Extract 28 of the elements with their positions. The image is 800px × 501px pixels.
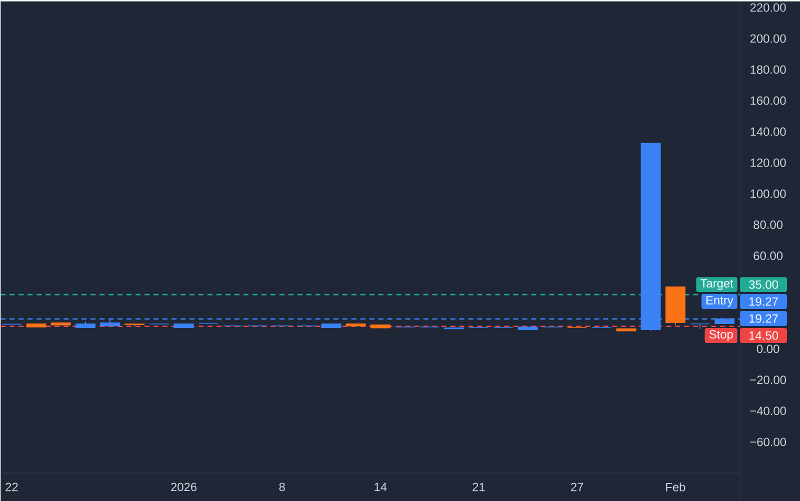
x-tick-label: Feb — [666, 482, 686, 492]
x-tick-label: 27 — [571, 482, 584, 491]
x-tick-label: 21 — [472, 482, 485, 491]
x-tick-label: 22 — [6, 482, 18, 491]
legend-label: Entry — [706, 296, 734, 307]
x-tick-label: 8 — [279, 482, 285, 491]
text: 19.27 — [750, 314, 778, 323]
text: 19.27 — [750, 297, 778, 306]
x-tick-label: 2026 — [171, 482, 197, 491]
y-tick-label: 0.00 — [756, 344, 780, 353]
y-tick-label: 120.00 — [750, 158, 786, 167]
y-tick-label: 60.00 — [754, 251, 783, 260]
y-tick-label: 160.00 — [750, 96, 786, 105]
text: 14.50 — [750, 331, 778, 340]
y-tick-label: 220.00 — [750, 3, 786, 12]
y-tick-label: 140.00 — [750, 127, 786, 136]
y-tick-label: −40.00 — [750, 406, 786, 415]
y-tick-label: 100.00 — [750, 189, 786, 198]
y-tick-label: 200.00 — [750, 34, 786, 43]
text: 35.00 — [749, 280, 778, 289]
y-tick-label: −60.00 — [750, 437, 786, 446]
y-tick-label: 80.00 — [754, 220, 783, 229]
y-tick-label: 180.00 — [750, 65, 786, 74]
x-tick-label: 14 — [374, 482, 387, 491]
ref-line-label: Target — [700, 279, 734, 290]
y-tick-label: −20.00 — [750, 375, 786, 384]
ref-line-label: Stop — [709, 330, 733, 341]
candlestick — [690, 323, 710, 330]
